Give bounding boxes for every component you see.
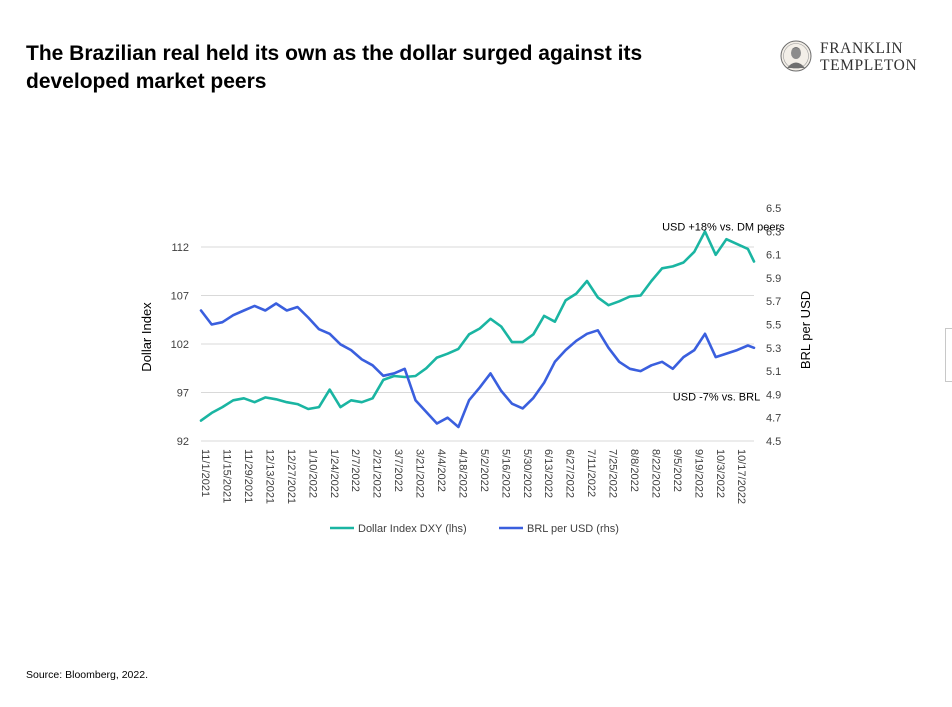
page-title: The Brazilian real held its own as the d… <box>26 42 643 93</box>
y-tick-label: 97 <box>177 388 189 400</box>
x-tick-label: 3/21/2022 <box>414 449 426 498</box>
x-tick-label: 8/8/2022 <box>628 449 640 492</box>
right-axis-ticks: 4.5 4.7 4.9 5.1 5.3 5.5 5.7 5.9 6.1 6.3 6.5 <box>766 203 781 448</box>
x-axis-ticks: 11/1/2021 11/15/2021 11/29/2021 12/13/2021 1… <box>199 449 747 504</box>
y2-tick-label: 5.3 <box>766 343 781 355</box>
source-note: Source: Bloomberg, 2022. <box>26 669 148 681</box>
gridlines <box>201 246 754 442</box>
y2-tick-label: 4.7 <box>766 413 781 425</box>
side-panel-tab <box>945 328 952 382</box>
logo-wordmark-line1: FRANKLIN <box>820 40 904 57</box>
annotation-usd-vs-brl: USD -7% vs. BRL <box>673 391 760 403</box>
right-axis-label: BRL per USD <box>798 291 813 369</box>
x-tick-label: 8/22/2022 <box>649 449 661 498</box>
x-tick-label: 4/4/2022 <box>435 449 447 492</box>
y2-tick-label: 4.9 <box>766 389 781 401</box>
x-tick-label: 11/29/2021 <box>242 449 254 503</box>
x-tick-label: 5/30/2022 <box>521 449 533 498</box>
x-tick-label: 9/5/2022 <box>671 449 683 492</box>
y2-tick-label: 5.7 <box>766 296 781 308</box>
x-tick-label: 1/10/2022 <box>306 449 318 498</box>
logo-wordmark-line2: TEMPLETON <box>820 57 918 74</box>
franklin-templeton-logo: FRANKLIN TEMPLETON <box>780 40 940 76</box>
x-tick-label: 6/27/2022 <box>564 449 576 498</box>
x-tick-label: 12/13/2021 <box>263 449 275 504</box>
left-axis-label: Dollar Index <box>139 302 154 372</box>
series-lines <box>199 230 756 429</box>
x-tick-label: 5/16/2022 <box>499 449 511 498</box>
y-tick-label: 92 <box>177 436 189 448</box>
x-tick-label: 11/15/2021 <box>221 449 233 503</box>
legend-label-dxy: Dollar Index DXY (lhs) <box>358 523 467 535</box>
franklin-portrait-seal-icon <box>780 40 812 72</box>
legend-label-brl: BRL per USD (rhs) <box>527 523 619 535</box>
y-tick-label: 112 <box>171 242 189 254</box>
x-tick-label: 9/19/2022 <box>692 449 704 498</box>
x-tick-label: 2/21/2022 <box>371 449 383 498</box>
x-tick-label: 1/24/2022 <box>328 449 340 498</box>
x-tick-label: 7/11/2022 <box>585 449 597 497</box>
x-tick-label: 11/1/2021 <box>199 449 211 497</box>
legend: Dollar Index DXY (lhs) BRL per USD (rhs) <box>330 523 619 535</box>
brl-series-line <box>199 302 756 429</box>
y2-tick-label: 4.5 <box>766 436 781 448</box>
y-tick-label: 102 <box>171 339 189 351</box>
x-tick-label: 6/13/2022 <box>542 449 554 498</box>
x-tick-label: 10/17/2022 <box>735 449 747 504</box>
x-tick-label: 7/25/2022 <box>607 449 619 498</box>
x-tick-label: 2/7/2022 <box>349 449 361 492</box>
x-tick-label: 12/27/2021 <box>285 449 297 504</box>
y2-tick-label: 6.5 <box>766 203 781 215</box>
y2-tick-label: 6.3 <box>766 226 781 238</box>
x-tick-label: 5/2/2022 <box>478 449 490 492</box>
y2-tick-label: 6.1 <box>766 250 781 262</box>
y2-tick-label: 5.1 <box>766 366 781 378</box>
x-tick-label: 4/18/2022 <box>456 449 468 498</box>
y2-tick-label: 5.5 <box>766 320 781 332</box>
annotations: USD +18% vs. DM peers USD -7% vs. BRL <box>662 222 785 404</box>
x-tick-label: 3/7/2022 <box>392 449 404 492</box>
x-tick-label: 10/3/2022 <box>714 449 726 498</box>
y2-tick-label: 5.9 <box>766 273 781 285</box>
left-axis-ticks: 92 97 102 107 112 <box>171 242 189 448</box>
y-tick-label: 107 <box>171 291 189 303</box>
dxy-series-line <box>199 230 756 422</box>
annotation-usd-vs-dm: USD +18% vs. DM peers <box>662 222 785 234</box>
